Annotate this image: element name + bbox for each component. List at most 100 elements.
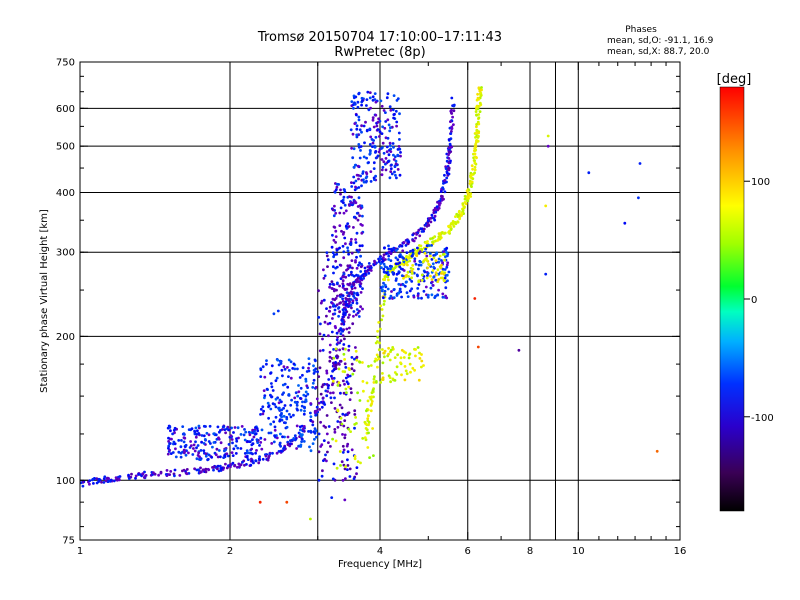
data-point bbox=[343, 498, 347, 502]
data-point bbox=[326, 386, 330, 390]
data-point bbox=[328, 305, 332, 309]
data-point bbox=[391, 271, 394, 274]
data-point bbox=[334, 361, 337, 364]
data-point bbox=[265, 362, 268, 366]
data-point bbox=[279, 362, 283, 365]
data-point bbox=[367, 414, 370, 418]
data-point bbox=[350, 195, 353, 199]
data-point bbox=[447, 270, 451, 274]
data-point bbox=[357, 115, 361, 119]
data-point bbox=[382, 267, 386, 271]
data-point bbox=[400, 348, 404, 352]
data-point bbox=[517, 348, 521, 352]
data-point bbox=[327, 441, 330, 444]
data-point bbox=[331, 297, 335, 301]
data-point bbox=[318, 332, 322, 336]
data-point bbox=[434, 271, 438, 275]
data-point bbox=[355, 297, 358, 301]
data-point bbox=[330, 374, 333, 378]
data-point bbox=[205, 431, 209, 435]
data-point bbox=[312, 364, 315, 368]
data-point bbox=[192, 443, 196, 447]
data-point bbox=[273, 434, 276, 438]
data-point bbox=[251, 438, 254, 442]
data-point bbox=[231, 441, 234, 445]
data-point bbox=[171, 432, 175, 436]
data-point bbox=[274, 415, 278, 419]
data-point bbox=[464, 202, 468, 206]
data-point bbox=[169, 470, 173, 473]
data-point bbox=[182, 436, 186, 440]
data-point bbox=[293, 396, 297, 400]
data-point bbox=[330, 401, 333, 404]
data-point bbox=[322, 459, 325, 462]
data-point bbox=[387, 153, 391, 157]
data-point bbox=[382, 160, 386, 164]
data-point bbox=[376, 365, 379, 369]
data-point bbox=[242, 433, 246, 437]
data-point bbox=[339, 192, 342, 196]
data-point bbox=[339, 301, 342, 305]
data-point bbox=[293, 367, 297, 371]
data-point bbox=[381, 288, 384, 291]
colorbar-label: [deg] bbox=[717, 72, 752, 87]
data-point bbox=[282, 365, 286, 369]
data-point bbox=[341, 444, 345, 448]
data-point bbox=[230, 426, 234, 430]
data-point bbox=[334, 439, 338, 443]
data-point bbox=[450, 96, 454, 100]
data-point bbox=[173, 468, 177, 472]
data-point bbox=[367, 262, 371, 265]
data-point bbox=[387, 244, 390, 248]
data-point bbox=[185, 472, 189, 476]
data-point bbox=[336, 409, 340, 413]
data-point bbox=[198, 458, 201, 461]
data-point bbox=[382, 351, 386, 355]
data-point bbox=[391, 377, 395, 381]
data-point bbox=[460, 212, 464, 215]
data-point bbox=[300, 404, 304, 408]
data-point bbox=[388, 176, 392, 180]
data-point bbox=[323, 320, 327, 324]
data-point bbox=[351, 132, 355, 136]
data-point bbox=[436, 280, 440, 283]
data-point bbox=[207, 453, 211, 457]
data-point bbox=[224, 448, 228, 452]
data-point bbox=[476, 139, 480, 143]
data-point bbox=[361, 380, 365, 383]
data-point bbox=[319, 445, 323, 448]
data-point bbox=[212, 465, 216, 469]
data-point bbox=[257, 457, 261, 461]
data-point bbox=[347, 252, 350, 256]
data-point bbox=[342, 250, 346, 254]
data-point bbox=[441, 292, 445, 296]
data-point bbox=[91, 477, 95, 481]
data-point bbox=[181, 425, 185, 428]
data-point bbox=[358, 244, 362, 248]
data-point bbox=[335, 303, 339, 307]
data-point bbox=[260, 447, 264, 451]
data-point bbox=[259, 407, 263, 411]
data-point bbox=[340, 229, 343, 233]
data-point bbox=[417, 283, 421, 286]
data-point bbox=[359, 254, 362, 258]
data-point bbox=[283, 367, 287, 371]
data-point bbox=[342, 231, 346, 234]
data-point bbox=[350, 391, 353, 395]
data-point bbox=[321, 383, 325, 387]
data-point bbox=[380, 147, 383, 150]
data-point bbox=[222, 456, 226, 459]
data-point bbox=[327, 334, 330, 338]
data-point bbox=[88, 479, 92, 482]
data-point bbox=[328, 321, 332, 325]
data-point bbox=[401, 249, 405, 253]
data-point bbox=[273, 428, 277, 432]
data-point bbox=[328, 350, 332, 354]
data-point bbox=[328, 285, 331, 289]
data-point bbox=[202, 442, 206, 445]
data-point bbox=[342, 311, 346, 314]
data-point bbox=[452, 104, 456, 108]
data-point bbox=[272, 440, 276, 444]
data-point bbox=[298, 376, 302, 379]
